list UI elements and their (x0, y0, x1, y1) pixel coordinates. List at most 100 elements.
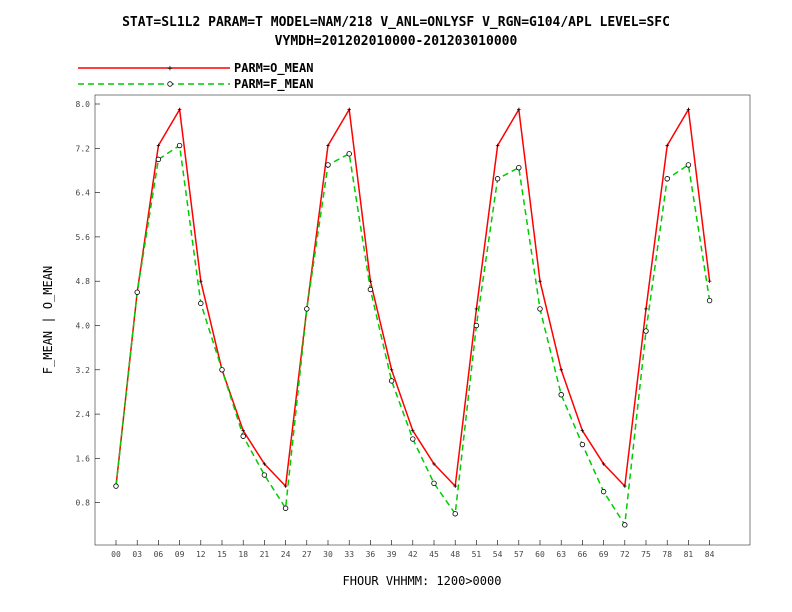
data-point-f-mean (367, 286, 374, 293)
data-point-f-mean (600, 488, 607, 495)
data-point-o-mean (538, 279, 542, 283)
data-point-o-mean (644, 307, 648, 311)
chart-title: STAT=SL1L2 PARAM=T MODEL=NAM/218 V_ANL=O… (122, 15, 670, 30)
data-point-f-mean (558, 392, 564, 398)
x-tick-label: 60 (535, 550, 545, 559)
data-point-f-mean (579, 441, 586, 448)
x-tick-label: 27 (302, 550, 312, 559)
x-tick-label: 33 (344, 550, 354, 559)
data-point-o-mean (411, 428, 415, 433)
x-axis-label: FHOUR VHHMM: 1200>0000 (343, 574, 502, 588)
data-point-f-mean (176, 142, 183, 149)
chart-subtitle: VYMDH=201202010000-201203010000 (274, 34, 518, 49)
data-point-f-mean (240, 433, 246, 439)
x-tick-label: 30 (323, 550, 333, 559)
y-tick-label: 4.8 (76, 277, 91, 286)
x-tick-label: 69 (599, 550, 609, 559)
x-tick-label: 09 (175, 550, 185, 559)
data-point-o-mean (432, 462, 436, 466)
data-point-f-mean (325, 162, 331, 168)
data-point-f-mean (643, 328, 649, 334)
plot-area-frame (94, 94, 751, 546)
y-tick-label: 3.2 (76, 366, 91, 375)
data-point-f-mean (664, 176, 670, 182)
y-tick-label: 1.6 (76, 454, 91, 463)
x-tick-label: 12 (196, 550, 206, 559)
data-point-f-mean (219, 367, 225, 373)
data-point-f-mean (452, 511, 458, 517)
data-point-f-mean (410, 436, 416, 442)
y-tick-label: 8.0 (76, 100, 91, 109)
x-tick-label: 63 (556, 550, 566, 559)
data-point-f-mean (537, 306, 543, 312)
series-line-f-mean (115, 144, 711, 527)
data-point-o-mean (199, 279, 203, 283)
data-point-f-mean (622, 522, 628, 528)
data-point-f-mean (346, 151, 352, 157)
x-tick-label: 66 (578, 550, 588, 559)
x-tick-label: 57 (514, 550, 524, 559)
data-point-f-mean (494, 176, 501, 182)
data-point-f-mean (155, 156, 162, 163)
legend-marker-f-mean (167, 81, 173, 87)
data-point-o-mean (389, 368, 394, 372)
y-tick-label: 0.8 (76, 499, 91, 508)
legend-marker-o-mean: + (167, 64, 173, 74)
data-point-o-mean (283, 484, 288, 488)
x-tick-label: 45 (429, 550, 439, 559)
data-point-o-mean (156, 143, 161, 148)
x-tick-label: 81 (684, 550, 694, 559)
x-tick-label: 48 (450, 550, 460, 559)
y-tick-label: 2.4 (76, 410, 91, 419)
x-tick-label: 42 (408, 550, 418, 559)
data-point-o-mean (262, 462, 267, 466)
data-point-o-mean (495, 143, 500, 148)
data-point-o-mean (453, 484, 457, 488)
legend: + PARM=O_MEAN PARM=F_MEAN (78, 61, 313, 92)
y-tick-label: 5.6 (76, 233, 91, 242)
data-point-f-mean (282, 505, 289, 511)
x-tick-label: 18 (238, 550, 248, 559)
data-point-o-mean (707, 279, 712, 283)
data-point-o-mean (601, 462, 606, 466)
x-tick-label: 15 (217, 550, 227, 559)
data-point-o-mean (177, 107, 182, 112)
data-point-o-mean (326, 143, 330, 148)
data-point-f-mean (473, 322, 480, 329)
x-tick-label: 36 (366, 550, 376, 559)
legend-label-o-mean: PARM=O_MEAN (234, 61, 313, 76)
x-tick-label: 84 (705, 550, 715, 559)
data-point-f-mean (134, 289, 140, 295)
x-tick-label: 24 (281, 550, 291, 559)
data-point-o-mean (623, 484, 627, 488)
x-tick-label: 75 (641, 550, 651, 559)
x-tick-label: 00 (111, 550, 121, 559)
data-point-f-mean (113, 483, 119, 489)
data-point-o-mean (368, 279, 373, 283)
data-point-o-mean (665, 143, 669, 148)
data-point-f-mean (431, 480, 437, 487)
data-point-f-mean (261, 472, 268, 478)
axes: 0.8 1.6 2.4 3.2 4.0 4.8 5.6 6.4 7.2 8.0 00 03 06 09 12… (76, 100, 715, 559)
y-tick-label: 7.2 (76, 144, 91, 153)
data-point-f-mean (706, 297, 713, 304)
legend-label-f-mean: PARM=F_MEAN (234, 77, 313, 92)
x-tick-label: 51 (472, 550, 482, 559)
series-group (113, 107, 713, 528)
data-point-f-mean (516, 164, 522, 171)
y-tick-label: 6.4 (76, 189, 91, 198)
x-tick-label: 39 (387, 550, 397, 559)
y-tick-label: 4.0 (76, 322, 91, 331)
data-point-o-mean (686, 107, 691, 112)
data-point-o-mean (474, 307, 479, 311)
data-point-o-mean (559, 368, 563, 372)
data-point-f-mean (388, 378, 395, 384)
data-point-o-mean (580, 428, 585, 433)
x-tick-label: 06 (154, 550, 164, 559)
data-point-o-mean (241, 428, 245, 433)
data-point-o-mean (347, 107, 351, 112)
x-tick-label: 72 (620, 550, 630, 559)
data-point-f-mean (198, 300, 204, 307)
